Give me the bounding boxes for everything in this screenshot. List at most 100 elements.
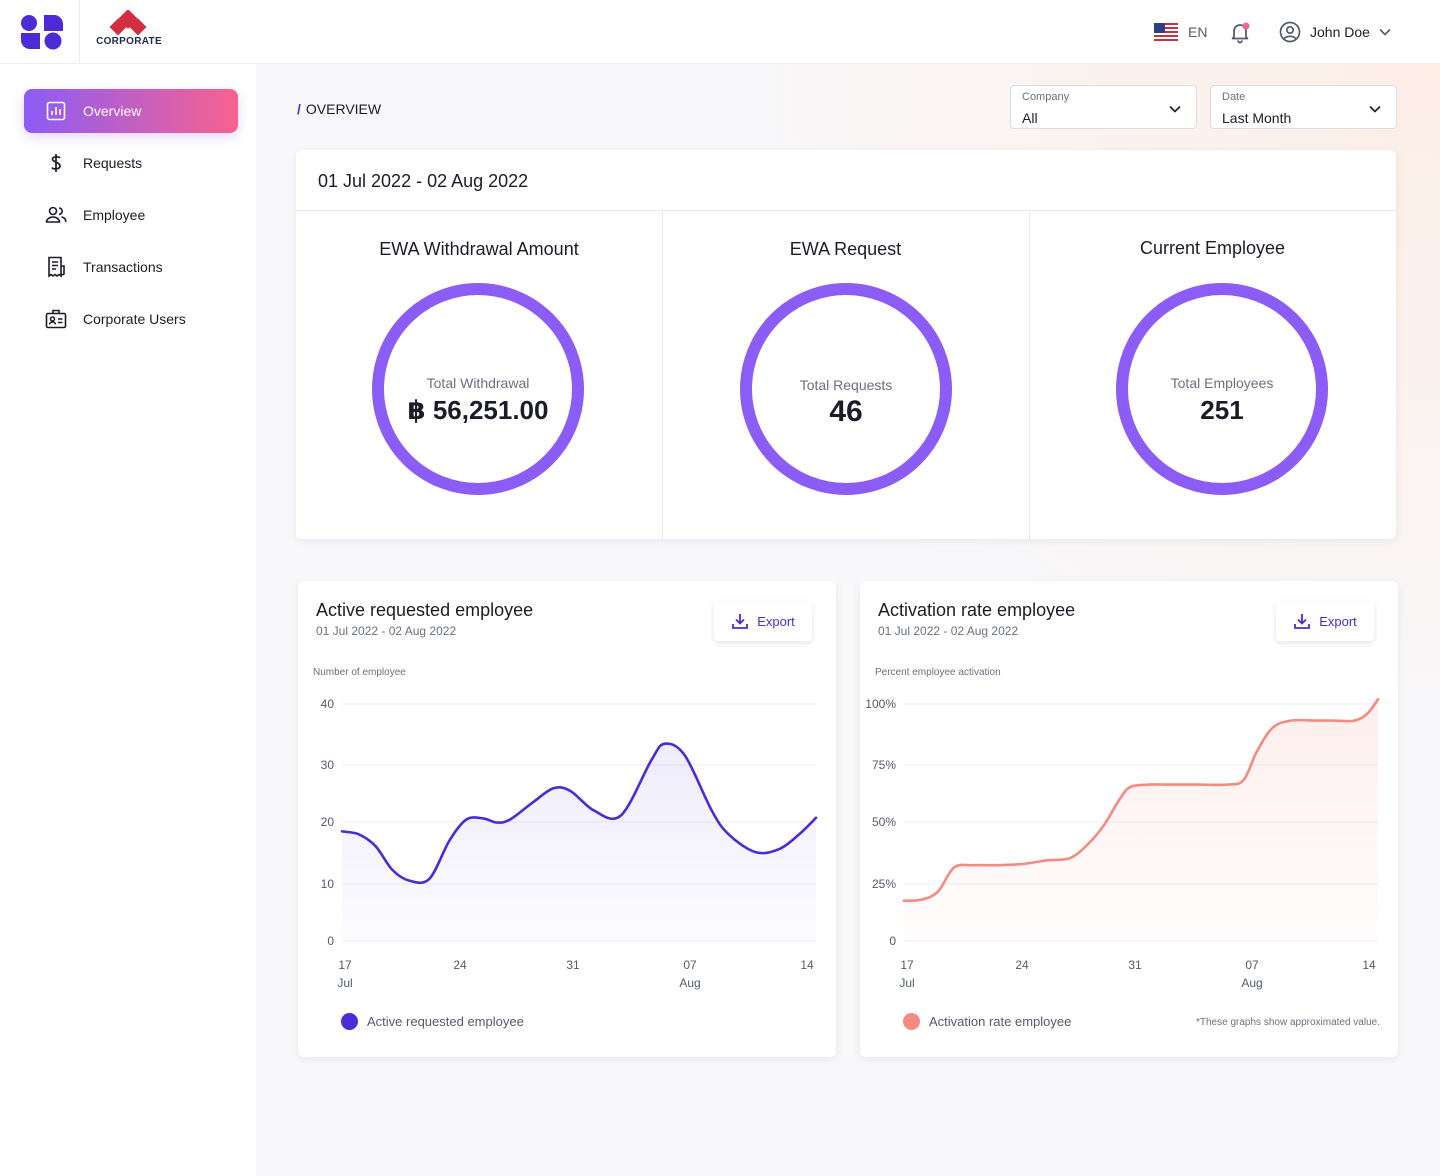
company-filter-label: Company bbox=[1022, 91, 1070, 103]
notification-bell-icon[interactable] bbox=[1228, 20, 1252, 44]
date-filter-label: Date bbox=[1222, 91, 1246, 103]
chart-subtitle: 01 Jul 2022 - 02 Aug 2022 bbox=[878, 624, 1019, 638]
x-tick-label: 24 bbox=[1015, 958, 1029, 972]
download-icon bbox=[1294, 614, 1311, 629]
app-logo-icon[interactable] bbox=[20, 14, 64, 50]
breadcrumb-current: OVERVIEW bbox=[305, 101, 382, 117]
y-tick-label: 30 bbox=[321, 758, 335, 772]
chart-legend: Active requested employee bbox=[341, 1013, 524, 1030]
sidebar-item-label: Overview bbox=[83, 103, 142, 119]
user-name: John Doe bbox=[1310, 24, 1370, 40]
stat-title: Current Employee bbox=[1139, 238, 1286, 258]
stat-label: Total Employees bbox=[1170, 375, 1274, 391]
dollar-icon bbox=[44, 151, 68, 175]
top-bar: CORPORATE EN John Doe bbox=[0, 0, 1440, 64]
corporate-diamond-icon bbox=[109, 10, 147, 36]
user-avatar-icon bbox=[1279, 21, 1301, 43]
series-line bbox=[340, 742, 818, 885]
export-label: Export bbox=[757, 613, 795, 629]
y-tick-label: 75% bbox=[872, 758, 896, 772]
id-badge-icon bbox=[44, 307, 68, 331]
sidebar-item-transactions[interactable]: Transactions bbox=[24, 245, 238, 289]
y-tick-label: 20 bbox=[321, 815, 335, 829]
series-line bbox=[902, 698, 1380, 902]
chart-title: Active requested employee bbox=[316, 600, 534, 620]
y-tick-label: 100% bbox=[865, 697, 896, 711]
y-tick-label: 40 bbox=[321, 697, 335, 711]
x-tick-label: 31 bbox=[566, 958, 580, 972]
sidebar-item-employee[interactable]: Employee bbox=[24, 193, 238, 237]
legend-label: Activation rate employee bbox=[929, 1014, 1072, 1029]
export-button[interactable]: Export bbox=[714, 601, 812, 641]
sidebar-item-overview[interactable]: Overview bbox=[24, 89, 238, 133]
stat-ring: Total Requests 46 bbox=[740, 283, 952, 495]
stat-value: 251 bbox=[1200, 395, 1244, 425]
summary-date-range: 01 Jul 2022 - 02 Aug 2022 bbox=[318, 171, 529, 191]
chart-footnote: *These graphs show approximated value. bbox=[1196, 1017, 1380, 1028]
stat-withdrawal-amount: EWA Withdrawal Amount Total Withdrawal ฿… bbox=[296, 211, 662, 539]
legend-swatch bbox=[903, 1013, 920, 1030]
y-tick-label: 0 bbox=[327, 934, 334, 948]
y-axis-label: Percent employee activation bbox=[875, 667, 1001, 678]
y-tick-label: 0 bbox=[889, 934, 896, 948]
stat-label: Total Requests bbox=[799, 377, 893, 393]
download-icon bbox=[732, 614, 749, 629]
language-code: EN bbox=[1188, 24, 1208, 40]
x-tick-label: 31 bbox=[1128, 958, 1142, 972]
activation-rate-chart: Percent employee activation 0 25% 50% 75% 100… bbox=[865, 667, 1380, 990]
x-tick-label: 07 bbox=[1245, 958, 1259, 972]
sidebar-item-label: Corporate Users bbox=[83, 311, 186, 327]
chart-icon bbox=[44, 99, 68, 123]
stat-value: 46 bbox=[829, 395, 863, 428]
sidebar-item-label: Employee bbox=[83, 207, 146, 223]
x-tick-label: 24 bbox=[453, 958, 467, 972]
us-flag-icon bbox=[1154, 23, 1178, 41]
users-icon bbox=[44, 203, 68, 227]
x-tick-label: 07 bbox=[683, 958, 697, 972]
breadcrumb-separator: / bbox=[297, 101, 301, 117]
x-tick-month-label: Aug bbox=[1241, 976, 1262, 990]
date-filter-value: Last Month bbox=[1222, 110, 1292, 126]
company-filter-value: All bbox=[1022, 110, 1038, 126]
chart-legend: Activation rate employee bbox=[903, 1013, 1071, 1030]
language-selector[interactable]: EN bbox=[1154, 22, 1207, 42]
chart-title: Activation rate employee bbox=[878, 600, 1076, 620]
x-tick-month-label: Aug bbox=[679, 976, 700, 990]
x-tick-month-label: Jul bbox=[337, 976, 352, 990]
y-tick-label: 25% bbox=[872, 877, 896, 891]
y-tick-label: 50% bbox=[872, 815, 896, 829]
export-button[interactable]: Export bbox=[1276, 601, 1374, 641]
stat-title: EWA Request bbox=[789, 239, 902, 259]
x-tick-label: 17 bbox=[900, 958, 914, 972]
chevron-down-icon bbox=[1369, 105, 1381, 113]
chart-subtitle: 01 Jul 2022 - 02 Aug 2022 bbox=[316, 624, 457, 638]
sidebar-item-requests[interactable]: Requests bbox=[24, 141, 238, 185]
corporate-logo: CORPORATE bbox=[96, 10, 162, 54]
x-tick-label: 17 bbox=[338, 958, 352, 972]
sidebar: Overview Requests Employee Transactions … bbox=[0, 64, 256, 1176]
stat-ring: Total Withdrawal ฿ 56,251.00 bbox=[372, 283, 584, 495]
sidebar-item-label: Transactions bbox=[83, 259, 163, 275]
active-requested-chart: Number of employee 0 10 20 30 40 17 Jul 24 31 07 Au… bbox=[313, 667, 818, 990]
date-filter-select[interactable]: Date Last Month bbox=[1210, 85, 1397, 129]
series-area bbox=[904, 699, 1378, 941]
breadcrumb: / OVERVIEW bbox=[297, 101, 381, 117]
x-tick-label: 14 bbox=[1362, 958, 1376, 972]
sidebar-item-corporate-users[interactable]: Corporate Users bbox=[24, 297, 238, 341]
activation-rate-chart-card: Activation rate employee 01 Jul 2022 - 0… bbox=[860, 581, 1398, 1057]
stat-current-employee: Current Employee Total Employees 251 bbox=[1029, 211, 1395, 539]
series-area bbox=[342, 743, 816, 941]
x-tick-label: 14 bbox=[800, 958, 814, 972]
stat-value: ฿ 56,251.00 bbox=[407, 395, 549, 425]
company-filter-select[interactable]: Company All bbox=[1010, 85, 1197, 129]
x-tick-month-label: Jul bbox=[899, 976, 914, 990]
user-menu[interactable]: John Doe bbox=[1278, 20, 1392, 44]
stat-ring: Total Employees 251 bbox=[1116, 283, 1328, 495]
export-label: Export bbox=[1319, 613, 1357, 629]
chevron-down-icon bbox=[1379, 28, 1391, 36]
receipt-icon bbox=[44, 255, 68, 279]
summary-card: 01 Jul 2022 - 02 Aug 2022 EWA Withdrawal… bbox=[296, 150, 1396, 539]
active-requested-chart-card: Active requested employee 01 Jul 2022 - … bbox=[298, 581, 836, 1057]
y-axis-label: Number of employee bbox=[313, 667, 406, 678]
stat-title: EWA Withdrawal Amount bbox=[379, 239, 579, 259]
